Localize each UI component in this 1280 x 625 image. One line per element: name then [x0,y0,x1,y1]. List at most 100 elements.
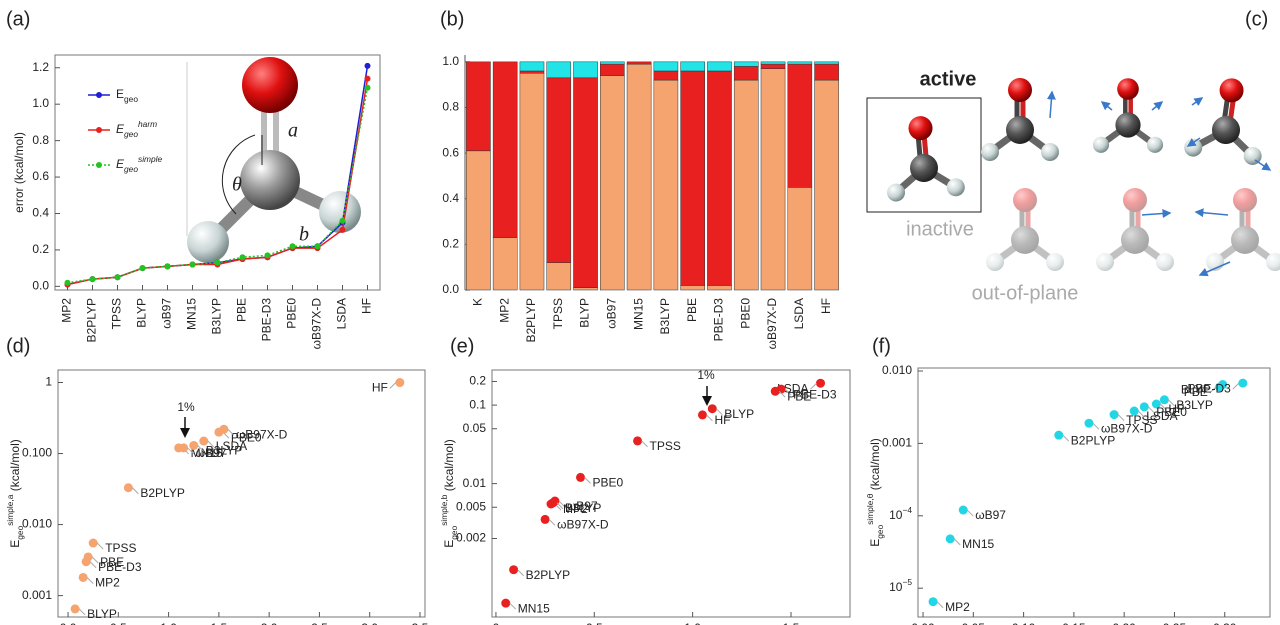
point [364,75,371,82]
bar-segment [519,73,545,291]
point-label: TPSS [1126,413,1157,427]
bar-segment [787,63,813,188]
point-label: LSDA [777,381,808,395]
point [89,276,96,283]
x-tick-label: 0.5 [110,621,127,625]
point-label: MP2 [95,576,120,590]
point-label: BLYP [724,407,754,421]
point-label: MN15 [191,446,223,460]
x-tick-label: HF [819,298,833,314]
point-label: PBE-D3 [98,560,142,574]
bar-segment [733,66,759,81]
leader-line [1117,414,1125,421]
point [199,436,209,446]
leader-line [389,382,397,389]
y-tick-label: 0.010 [882,363,912,377]
point-label: B3LYP [565,501,601,515]
y-tick-label: 0.8 [442,100,459,114]
point-label: BLYP [87,607,117,621]
molecule [986,188,1064,271]
bar-segment [653,79,679,291]
bar-segment [519,61,545,72]
y-tick-label-part: 0.010 [22,517,52,531]
leader-line [91,556,99,564]
point [1054,430,1064,440]
point [64,279,71,286]
y-tick-label: 0.1 [469,397,486,411]
point [1215,382,1225,392]
inset-label: b [299,224,309,246]
inset-label: a [288,120,298,142]
point-label: ωB97 [196,446,227,460]
x-tick-label: B3LYP [658,298,672,334]
bar-segment [626,63,652,291]
molecule [1096,188,1174,271]
diagram-label: inactive [906,218,974,240]
bar-segment [814,79,839,291]
bar-segment [626,61,652,65]
leader-line [1168,399,1175,407]
x-tick-label: 1.5 [783,621,800,625]
y-tick-label: 0.6 [32,169,49,183]
bar-segment [680,61,705,72]
leader-line [89,561,97,569]
x-tick-label: 2.5 [311,621,328,625]
y-axis-label-part: simple,θ [865,493,875,525]
bar-segment [733,79,759,291]
leader-line [1092,422,1100,430]
leader-line [715,408,723,416]
point-label: PBE-D3 [1187,381,1231,395]
legend-label-part: E [116,157,125,171]
point [264,252,271,259]
y-tick-label: 0.010 [22,517,52,531]
plot-frame [491,369,851,618]
y-tick-label-part: 0.100 [22,446,52,460]
leader-line [641,440,648,448]
x-tick-label: B3LYP [210,298,224,334]
bar-segment [733,61,759,67]
bar-segment [600,61,625,65]
y-tick-label-part: 10 [889,580,903,594]
point-label: LSDA [1146,409,1177,423]
y-axis-label-part: E [868,539,882,547]
bar-segment [707,61,732,72]
legend-marker [96,127,102,133]
x-tick-label: 0.5 [586,621,603,625]
y-axis-label-part: (kcal/mol) [442,439,456,494]
point [501,598,511,608]
x-tick-label: B2PLYP [524,298,538,342]
point [945,534,955,544]
point [314,243,321,250]
bar-segment [546,262,572,291]
leader-line [1137,410,1145,418]
leader-line [509,602,517,610]
x-tick-label: PBE [235,298,249,322]
leader-line [966,509,974,517]
point [88,538,98,548]
x-tick-label: 0.05 [962,621,986,625]
molecule [981,78,1059,161]
y-axis-label-part: E [442,540,456,548]
point-label: ωB97X-D [1101,421,1153,435]
point [815,378,825,388]
y-axis-label-part: geo [15,525,25,539]
y-tick-label-part: 1.0 [32,96,49,110]
leader-line [1209,386,1217,394]
legend-label: Egeo [116,87,138,104]
y-tick-label: 0.0 [442,282,459,296]
x-tick-label: LSDA [335,298,349,329]
x-tick-label: 3.0 [361,621,378,625]
point-label: HF [714,413,730,427]
point [364,62,371,69]
panel-label: (a) [6,8,30,30]
bar-segment [787,187,813,291]
point-label: MN15 [518,601,550,615]
point [1139,402,1149,412]
point [164,263,171,270]
y-axis-label: error (kcal/mol) [12,132,26,213]
y-tick-label: 1.0 [32,96,49,110]
y-tick-label: 0.002 [456,531,486,545]
bar-segment [653,70,679,81]
bar-segment [653,61,679,72]
